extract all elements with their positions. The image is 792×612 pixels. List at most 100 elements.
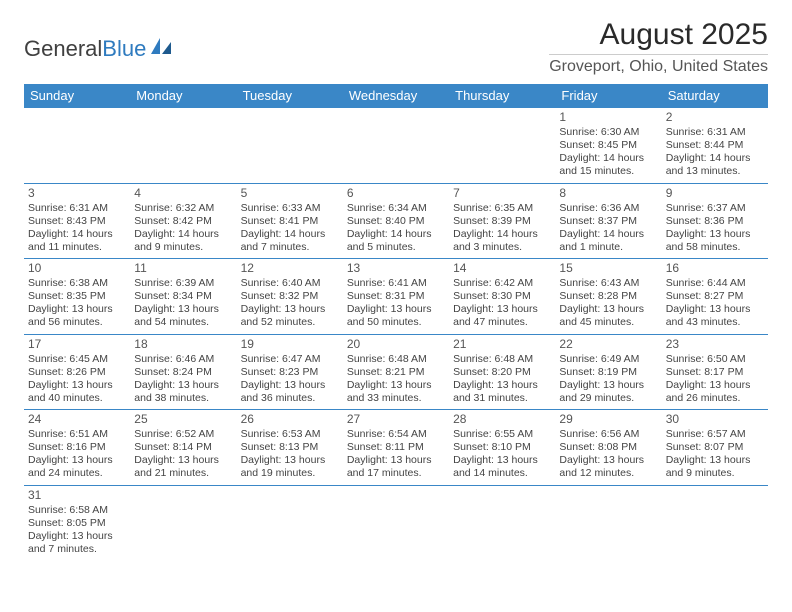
daylight-text: Daylight: 13 hours — [453, 379, 551, 392]
daylight-text: and 40 minutes. — [28, 392, 126, 405]
day-number: 15 — [559, 261, 657, 276]
sunrise-text: Sunrise: 6:39 AM — [134, 277, 232, 290]
daylight-text: and 19 minutes. — [241, 467, 339, 480]
calendar-cell — [662, 485, 768, 560]
location: Groveport, Ohio, United States — [549, 54, 768, 76]
calendar-cell: 23Sunrise: 6:50 AMSunset: 8:17 PMDayligh… — [662, 334, 768, 410]
daylight-text: and 52 minutes. — [241, 316, 339, 329]
calendar-cell: 2Sunrise: 6:31 AMSunset: 8:44 PMDaylight… — [662, 108, 768, 184]
sunrise-text: Sunrise: 6:56 AM — [559, 428, 657, 441]
daylight-text: and 3 minutes. — [453, 241, 551, 254]
daylight-text: and 13 minutes. — [666, 165, 764, 178]
day-number: 4 — [134, 186, 232, 201]
calendar-cell: 5Sunrise: 6:33 AMSunset: 8:41 PMDaylight… — [237, 183, 343, 259]
daylight-text: and 9 minutes. — [134, 241, 232, 254]
sunset-text: Sunset: 8:07 PM — [666, 441, 764, 454]
header: GeneralBlue August 2025 Groveport, Ohio,… — [24, 18, 768, 76]
day-number: 13 — [347, 261, 445, 276]
calendar-cell: 20Sunrise: 6:48 AMSunset: 8:21 PMDayligh… — [343, 334, 449, 410]
daylight-text: and 11 minutes. — [28, 241, 126, 254]
sunrise-text: Sunrise: 6:38 AM — [28, 277, 126, 290]
brand-part2: Blue — [102, 36, 146, 62]
sunrise-text: Sunrise: 6:30 AM — [559, 126, 657, 139]
brand-logo: GeneralBlue — [24, 36, 175, 62]
sunrise-text: Sunrise: 6:49 AM — [559, 353, 657, 366]
day-number: 1 — [559, 110, 657, 125]
sunset-text: Sunset: 8:11 PM — [347, 441, 445, 454]
daylight-text: and 15 minutes. — [559, 165, 657, 178]
calendar-cell: 10Sunrise: 6:38 AMSunset: 8:35 PMDayligh… — [24, 259, 130, 335]
daylight-text: and 31 minutes. — [453, 392, 551, 405]
sunrise-text: Sunrise: 6:51 AM — [28, 428, 126, 441]
sunrise-text: Sunrise: 6:41 AM — [347, 277, 445, 290]
sunset-text: Sunset: 8:28 PM — [559, 290, 657, 303]
day-number: 25 — [134, 412, 232, 427]
sunrise-text: Sunrise: 6:37 AM — [666, 202, 764, 215]
daylight-text: and 50 minutes. — [347, 316, 445, 329]
day-number: 12 — [241, 261, 339, 276]
weekday-header: Wednesday — [343, 84, 449, 108]
daylight-text: and 33 minutes. — [347, 392, 445, 405]
daylight-text: and 56 minutes. — [28, 316, 126, 329]
daylight-text: Daylight: 14 hours — [134, 228, 232, 241]
daylight-text: and 47 minutes. — [453, 316, 551, 329]
sunrise-text: Sunrise: 6:46 AM — [134, 353, 232, 366]
weekday-header: Saturday — [662, 84, 768, 108]
day-number: 7 — [453, 186, 551, 201]
daylight-text: Daylight: 14 hours — [559, 152, 657, 165]
day-number: 18 — [134, 337, 232, 352]
daylight-text: Daylight: 13 hours — [559, 379, 657, 392]
sunrise-text: Sunrise: 6:33 AM — [241, 202, 339, 215]
sunrise-text: Sunrise: 6:45 AM — [28, 353, 126, 366]
daylight-text: Daylight: 13 hours — [453, 303, 551, 316]
calendar-cell: 24Sunrise: 6:51 AMSunset: 8:16 PMDayligh… — [24, 410, 130, 486]
daylight-text: and 9 minutes. — [666, 467, 764, 480]
calendar-cell: 22Sunrise: 6:49 AMSunset: 8:19 PMDayligh… — [555, 334, 661, 410]
daylight-text: and 54 minutes. — [134, 316, 232, 329]
calendar-cell: 1Sunrise: 6:30 AMSunset: 8:45 PMDaylight… — [555, 108, 661, 184]
sunset-text: Sunset: 8:30 PM — [453, 290, 551, 303]
sunset-text: Sunset: 8:44 PM — [666, 139, 764, 152]
sunset-text: Sunset: 8:32 PM — [241, 290, 339, 303]
sunrise-text: Sunrise: 6:31 AM — [28, 202, 126, 215]
daylight-text: Daylight: 13 hours — [134, 303, 232, 316]
sunrise-text: Sunrise: 6:32 AM — [134, 202, 232, 215]
calendar-cell: 25Sunrise: 6:52 AMSunset: 8:14 PMDayligh… — [130, 410, 236, 486]
daylight-text: Daylight: 13 hours — [666, 454, 764, 467]
day-number: 26 — [241, 412, 339, 427]
calendar-cell: 4Sunrise: 6:32 AMSunset: 8:42 PMDaylight… — [130, 183, 236, 259]
calendar-cell: 7Sunrise: 6:35 AMSunset: 8:39 PMDaylight… — [449, 183, 555, 259]
daylight-text: and 43 minutes. — [666, 316, 764, 329]
sunrise-text: Sunrise: 6:48 AM — [453, 353, 551, 366]
day-number: 22 — [559, 337, 657, 352]
daylight-text: Daylight: 14 hours — [241, 228, 339, 241]
day-number: 29 — [559, 412, 657, 427]
calendar-row: 1Sunrise: 6:30 AMSunset: 8:45 PMDaylight… — [24, 108, 768, 184]
sunset-text: Sunset: 8:05 PM — [28, 517, 126, 530]
daylight-text: and 14 minutes. — [453, 467, 551, 480]
calendar-cell — [449, 108, 555, 184]
calendar-table: SundayMondayTuesdayWednesdayThursdayFrid… — [24, 84, 768, 560]
day-number: 31 — [28, 488, 126, 503]
weekday-header: Tuesday — [237, 84, 343, 108]
day-number: 17 — [28, 337, 126, 352]
daylight-text: Daylight: 14 hours — [347, 228, 445, 241]
sunrise-text: Sunrise: 6:43 AM — [559, 277, 657, 290]
daylight-text: Daylight: 13 hours — [347, 454, 445, 467]
daylight-text: and 36 minutes. — [241, 392, 339, 405]
calendar-cell: 9Sunrise: 6:37 AMSunset: 8:36 PMDaylight… — [662, 183, 768, 259]
sunrise-text: Sunrise: 6:47 AM — [241, 353, 339, 366]
daylight-text: Daylight: 13 hours — [347, 303, 445, 316]
calendar-cell: 14Sunrise: 6:42 AMSunset: 8:30 PMDayligh… — [449, 259, 555, 335]
day-number: 3 — [28, 186, 126, 201]
daylight-text: Daylight: 13 hours — [666, 379, 764, 392]
day-number: 6 — [347, 186, 445, 201]
sunset-text: Sunset: 8:42 PM — [134, 215, 232, 228]
weekday-header: Friday — [555, 84, 661, 108]
calendar-cell: 17Sunrise: 6:45 AMSunset: 8:26 PMDayligh… — [24, 334, 130, 410]
day-number: 30 — [666, 412, 764, 427]
daylight-text: Daylight: 13 hours — [453, 454, 551, 467]
day-number: 9 — [666, 186, 764, 201]
day-number: 28 — [453, 412, 551, 427]
calendar-row: 31Sunrise: 6:58 AMSunset: 8:05 PMDayligh… — [24, 485, 768, 560]
